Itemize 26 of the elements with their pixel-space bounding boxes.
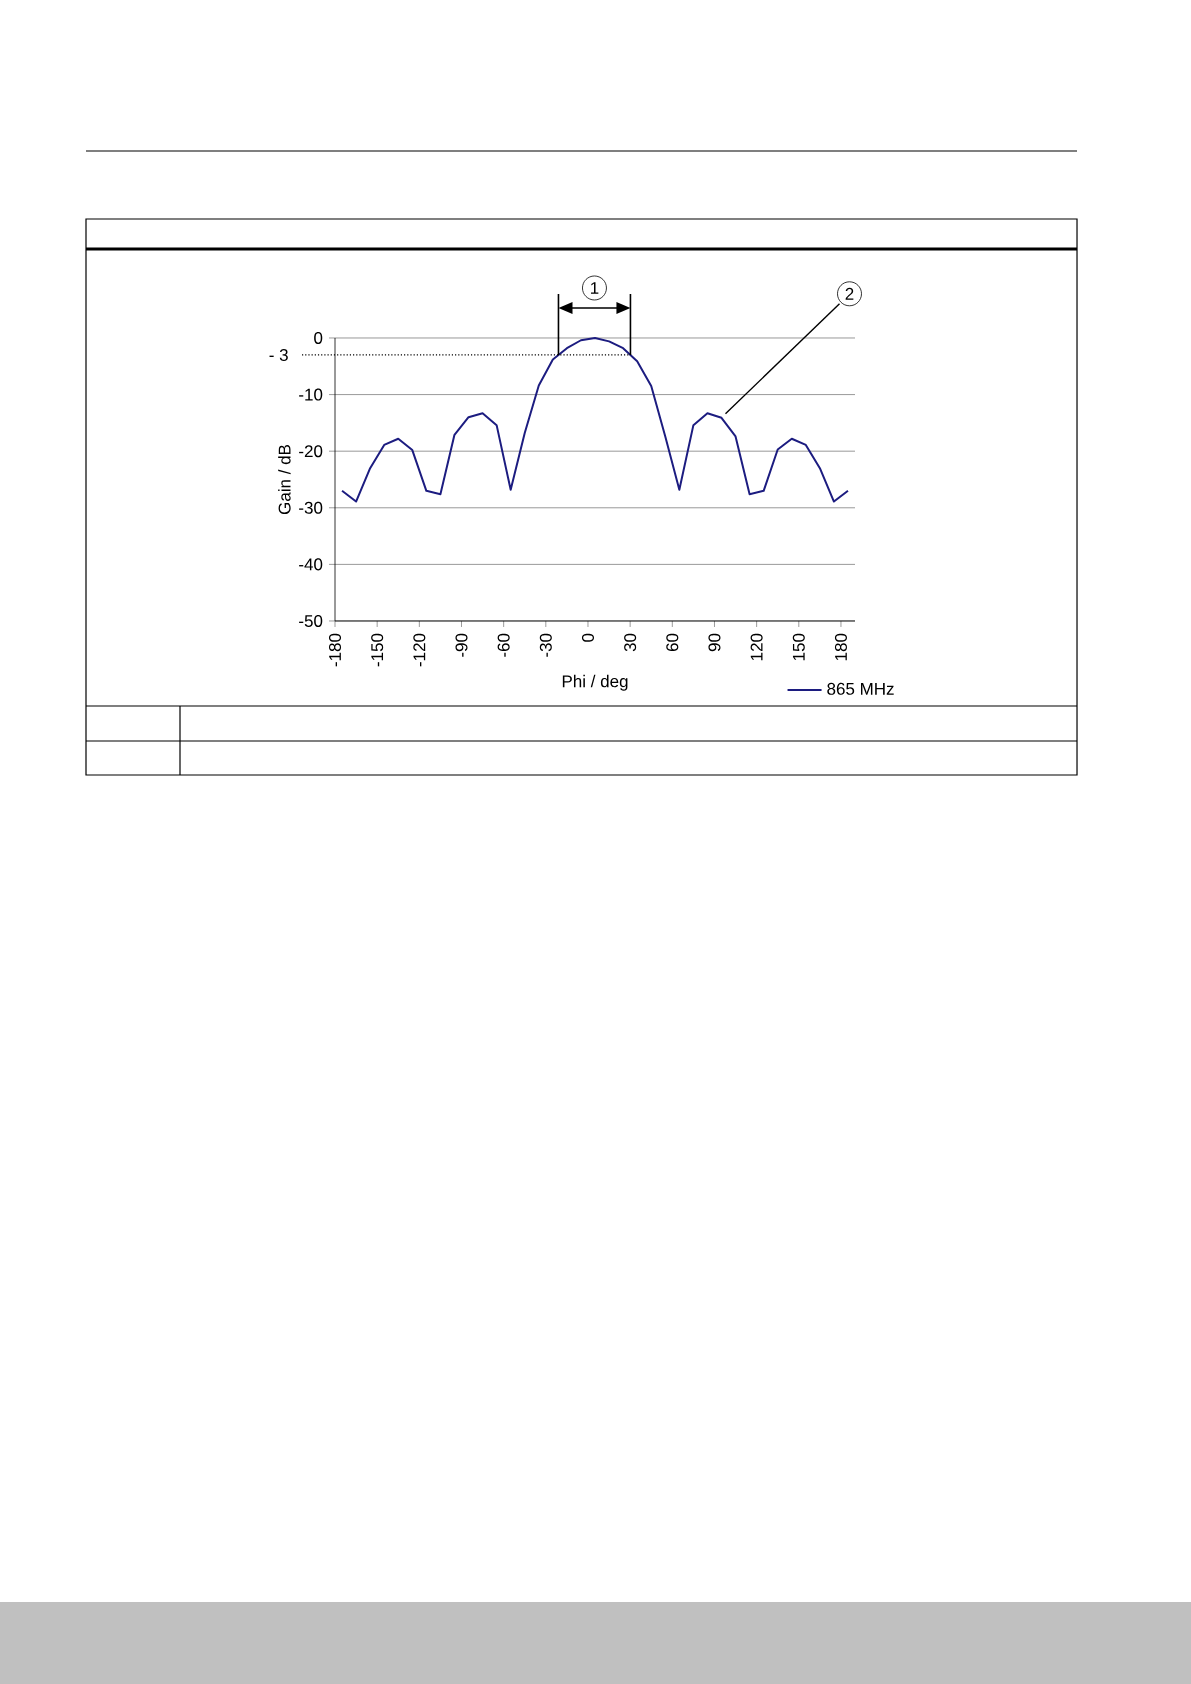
x-tick-label: 180 <box>834 633 847 661</box>
x-tick-label: -120 <box>413 633 426 667</box>
x-tick-label: 0 <box>581 633 594 642</box>
x-axis-title: Phi / deg <box>562 674 628 691</box>
y-axis-title: Gain / dB <box>278 444 291 515</box>
x-tick-label: -150 <box>371 633 384 667</box>
y-tick-label: -30 <box>299 501 323 514</box>
ref-line-label: - 3 <box>269 348 288 361</box>
y-tick-label: -40 <box>299 558 323 571</box>
x-tick-label: 90 <box>708 633 721 652</box>
y-tick-label: -50 <box>299 614 323 627</box>
x-tick-label: -90 <box>455 633 468 657</box>
y-tick-label: 0 <box>314 331 323 344</box>
text: 1 <box>591 282 599 294</box>
x-tick-label: 120 <box>750 633 763 661</box>
line-series <box>341 336 849 503</box>
x-tick-label: 150 <box>792 633 805 661</box>
x-tick-label: -60 <box>497 633 510 657</box>
y-tick-label: -20 <box>299 445 323 458</box>
x-tick-label: -30 <box>539 633 552 657</box>
annotation: 2 <box>845 287 854 300</box>
y-tick-label: -10 <box>299 388 323 401</box>
x-tick-label: 30 <box>624 633 637 652</box>
x-tick-label: -180 <box>328 633 342 667</box>
x-tick-label: 60 <box>666 633 679 652</box>
legend-label: 865 MHz <box>827 682 894 695</box>
